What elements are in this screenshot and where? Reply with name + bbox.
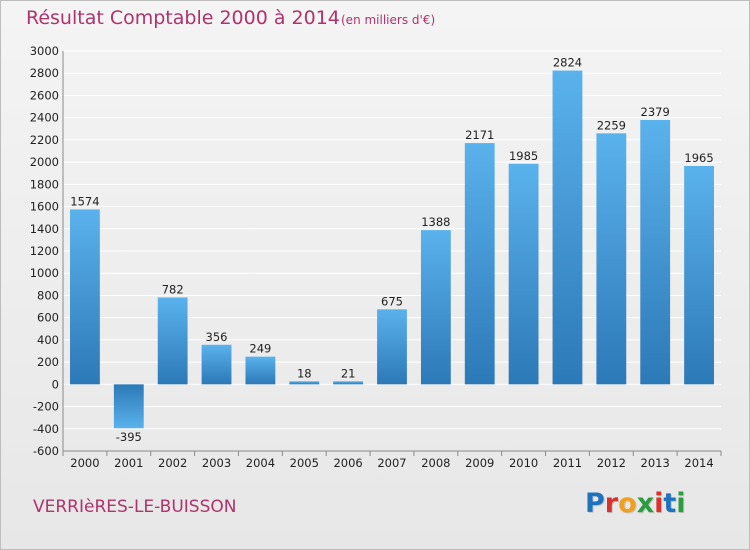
bar-2006 — [333, 381, 364, 385]
bar-2010 — [508, 163, 539, 385]
bar-2013 — [640, 120, 671, 385]
y-tick-label: 400 — [37, 333, 59, 347]
bar-2009 — [464, 143, 495, 385]
value-label: 1574 — [70, 194, 99, 208]
y-tick-label: 1800 — [30, 177, 59, 191]
x-tick-label: 2010 — [509, 456, 538, 470]
value-label: 18 — [297, 366, 312, 380]
y-tick-label: 2600 — [30, 88, 59, 102]
bar-2001 — [113, 384, 144, 429]
y-tick-label: -400 — [33, 422, 59, 436]
y-tick-label: 1200 — [30, 244, 59, 258]
logo-letter: i — [676, 488, 686, 519]
y-tick-label: 600 — [37, 311, 59, 325]
value-label: 2379 — [641, 105, 670, 119]
bar-2005 — [289, 381, 320, 385]
y-tick-label: 0 — [52, 377, 59, 391]
value-label: 675 — [381, 294, 403, 308]
logo-letter: t — [663, 488, 677, 519]
x-tick-label: 2007 — [377, 456, 406, 470]
y-tick-label: 2000 — [30, 155, 59, 169]
x-tick-label: 2013 — [641, 456, 670, 470]
value-label: 1965 — [684, 151, 713, 165]
y-tick-label: -200 — [33, 400, 59, 414]
y-tick-label: 1000 — [30, 266, 59, 280]
x-tick-label: 2005 — [290, 456, 319, 470]
bar-2012 — [596, 133, 627, 385]
x-tick-label: 2012 — [597, 456, 626, 470]
value-label: 782 — [162, 282, 184, 296]
y-tick-label: 1400 — [30, 222, 59, 236]
bar-2014 — [684, 166, 714, 385]
x-tick-label: 2009 — [465, 456, 494, 470]
x-tick-label: 2011 — [553, 456, 582, 470]
y-tick-label: 2200 — [30, 133, 59, 147]
proxiti-logo: Proxiti — [585, 488, 686, 519]
value-label: 2171 — [465, 128, 494, 142]
logo-letter: P — [585, 488, 605, 519]
logo-letter: o — [618, 488, 637, 519]
commune-name: VERRIèRES-LE-BUISSON — [33, 497, 237, 517]
logo-letter: r — [604, 488, 619, 519]
bar-2000 — [70, 209, 100, 385]
x-tick-label: 2008 — [421, 456, 450, 470]
y-tick-label: 2400 — [30, 111, 59, 125]
y-tick-label: 3000 — [30, 44, 59, 58]
x-tick-label: 2001 — [114, 456, 143, 470]
value-label: -395 — [116, 430, 142, 444]
chart-title: Résultat Comptable 2000 à 2014 — [26, 7, 340, 29]
value-label: 1985 — [509, 149, 538, 163]
bar-2008 — [420, 230, 451, 385]
y-tick-label: 200 — [37, 355, 59, 369]
bar-2002 — [157, 297, 188, 385]
x-tick-label: 2003 — [202, 456, 231, 470]
value-label: 2259 — [597, 118, 626, 132]
x-tick-label: 2000 — [70, 456, 99, 470]
value-label: 21 — [341, 366, 356, 380]
x-tick-label: 2002 — [158, 456, 187, 470]
value-label: 1388 — [421, 215, 450, 229]
y-tick-label: 1600 — [30, 200, 59, 214]
x-tick-label: 2014 — [684, 456, 713, 470]
y-tick-label: -600 — [33, 444, 59, 458]
value-label: 356 — [206, 330, 228, 344]
x-tick-label: 2004 — [246, 456, 275, 470]
bar-2003 — [201, 344, 232, 385]
value-label: 2824 — [553, 56, 582, 70]
x-tick-label: 2006 — [333, 456, 362, 470]
chart-subtitle: (en milliers d'€) — [341, 13, 436, 27]
value-label: 249 — [249, 342, 271, 356]
bar-2011 — [552, 70, 583, 385]
logo-letter: x — [636, 488, 655, 519]
bar-2004 — [245, 356, 276, 385]
bar-2007 — [377, 309, 407, 385]
y-tick-label: 800 — [37, 288, 59, 302]
logo-letter: i — [654, 488, 664, 519]
y-tick-label: 2800 — [30, 66, 59, 80]
